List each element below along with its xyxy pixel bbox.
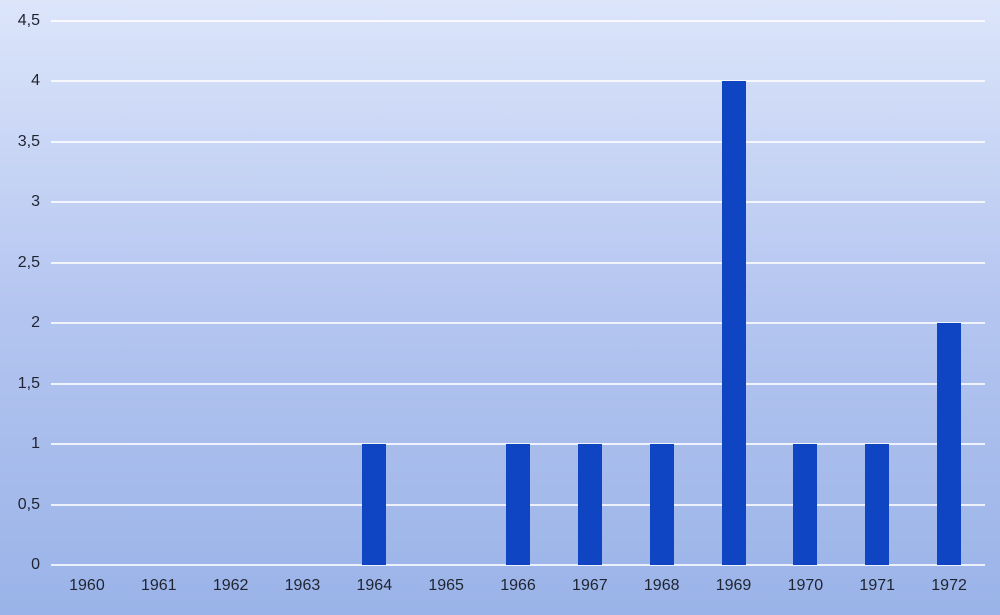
bar-1971 bbox=[865, 444, 890, 565]
y-tick-label: 2 bbox=[31, 314, 40, 331]
gridline bbox=[51, 201, 985, 203]
x-tick-label: 1960 bbox=[69, 577, 105, 594]
bar-1967 bbox=[577, 444, 602, 565]
y-tick-label: 2,5 bbox=[17, 253, 40, 271]
gridline bbox=[51, 80, 985, 82]
y-tick-label: 1 bbox=[31, 435, 40, 452]
y-tick-label: 1,5 bbox=[17, 374, 40, 392]
x-tick-label: 1971 bbox=[859, 577, 896, 594]
gridline bbox=[51, 140, 985, 143]
y-tick-label: 4 bbox=[31, 72, 40, 89]
gridline bbox=[51, 564, 985, 566]
gridline bbox=[51, 19, 985, 22]
x-tick-label: 1962 bbox=[212, 577, 249, 594]
bar-1966 bbox=[506, 444, 530, 565]
x-tick-label: 1963 bbox=[284, 577, 321, 594]
x-tick-label: 1972 bbox=[931, 577, 967, 594]
x-tick-label: 1961 bbox=[140, 577, 177, 594]
gridline bbox=[51, 382, 985, 385]
bar-1972 bbox=[937, 323, 962, 565]
gridline bbox=[51, 322, 985, 324]
x-tick-label: 1970 bbox=[787, 577, 824, 594]
bar-1969 bbox=[721, 81, 746, 565]
x-tick-label: 1966 bbox=[500, 577, 536, 594]
y-tick-label: 4,5 bbox=[17, 11, 40, 29]
bar-1964 bbox=[362, 444, 387, 565]
x-tick-label: 1967 bbox=[572, 577, 608, 594]
x-tick-label: 1968 bbox=[643, 577, 680, 594]
x-tick-label: 1969 bbox=[715, 577, 752, 594]
y-tick-label: 3,5 bbox=[17, 132, 40, 150]
x-tick-label: 1964 bbox=[356, 577, 393, 594]
y-tick-label: 3 bbox=[31, 193, 40, 210]
gridline bbox=[51, 261, 985, 264]
y-tick-label: 0,5 bbox=[17, 495, 40, 513]
x-tick-label: 1965 bbox=[428, 577, 464, 594]
y-tick-label: 0 bbox=[31, 556, 40, 573]
bar-1970 bbox=[793, 444, 818, 565]
bar-1968 bbox=[649, 444, 674, 565]
